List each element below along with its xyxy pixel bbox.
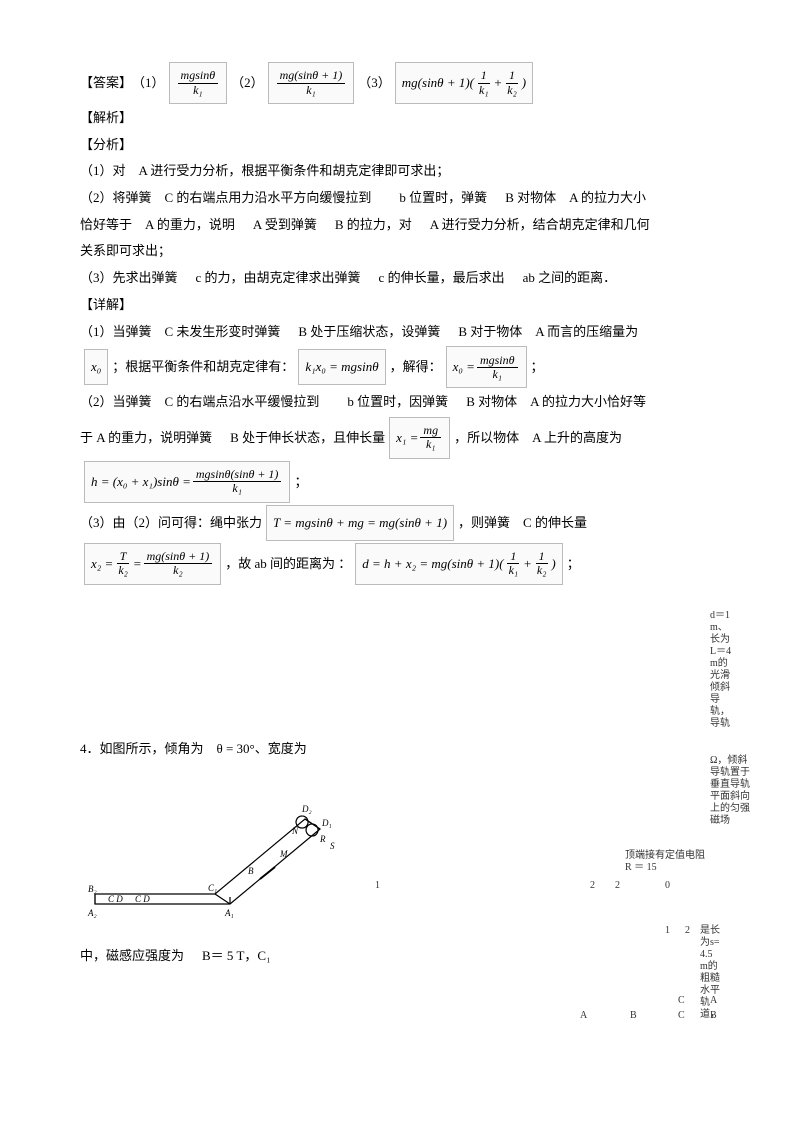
eq-x0: x₀ = mgsinθk₁ — [446, 346, 527, 388]
problem-4-region: 4．如图所示，倾角为 θ = 30°、宽度为 B₂ A₂ C D C D C₁ … — [80, 625, 720, 1045]
detail-1: （1）当弹簧 C 未发生形变时弹簧 B 处于压缩状态，设弹簧 B 对于物体 A … — [80, 320, 720, 345]
frag-C1: C — [678, 995, 685, 1007]
analysis-3: 恰好等于 A 的重力，说明 A 受到弹簧 B 的拉力，对 A 进行受力分析，结合… — [80, 213, 720, 238]
detail-5: h = (x₀ + x₁)sinθ = mgsinθ(sinθ + 1)k₁ ； — [80, 461, 720, 503]
frag-col-3: 顶端接有定值电阻 R ＝ 15 — [625, 850, 705, 874]
frag-B1: B — [630, 1010, 637, 1022]
detail-2: x₀ ；根据平衡条件和胡克定律有： k₁x₀ = mgsinθ ，解得： x₀ … — [80, 346, 720, 388]
p4-line1: 4．如图所示，倾角为 θ = 30°、宽度为 — [80, 737, 600, 762]
formula-3: mg(sinθ + 1)( 1k₁ + 1k₂ ) — [395, 62, 533, 104]
x0-box: x₀ — [84, 349, 108, 385]
svg-text:M: M — [279, 849, 288, 859]
svg-text:B₂: B₂ — [88, 884, 97, 894]
frag-col-1: d＝1 m、长为L＝4 m的光滑倾斜导轨，导轨 — [710, 610, 732, 730]
analysis-1: （1）对 A 进行受力分析，根据平衡条件和胡克定律即可求出； — [80, 159, 720, 184]
eq-d: d = h + x₂ = mg(sinθ + 1)( 1k₁ + 1k₂ ) — [355, 543, 562, 585]
answer-line: 【答案】 （1） mgsinθk₁ （2） mg(sinθ + 1)k₁ （3）… — [80, 62, 720, 104]
detail-7: x₂ = Tk₂ = mg(sinθ + 1)k₂ ，故 ab 间的距离为 ： … — [80, 543, 720, 585]
frag-sub-2c: 2 — [685, 925, 690, 937]
svg-text:C D: C D — [135, 894, 150, 904]
analysis-4: 关系即可求出； — [80, 239, 720, 264]
analysis-5: （3）先求出弹簧 c 的力，由胡克定律求出弹簧 c 的伸长量，最后求出 ab 之… — [80, 266, 720, 291]
p2-prefix: （2） — [231, 71, 264, 96]
incline-diagram: B₂ A₂ C D C D C₁ A₁ B M N D₁ R D₂ S — [80, 794, 340, 934]
frag-sub-1a: 1 — [375, 880, 380, 892]
detail-3: （2）当弹簧 C 的右端点沿水平缓慢拉到 b 位置时，因弹簧 B 对物体 A 的… — [80, 390, 720, 415]
detail-4: 于 A 的重力，说明弹簧 B 处于伸长状态，且伸长量 x₁ = mgk₁ ，所以… — [80, 417, 720, 459]
p1-prefix: （1） — [132, 71, 165, 96]
frag-col-2: Ω，倾斜导轨置于垂直导轨平面斜向上的匀强磁场 — [710, 755, 750, 827]
fenxi-label: 【分析】 — [80, 133, 720, 158]
svg-text:A₁: A₁ — [224, 908, 234, 918]
svg-text:N: N — [291, 826, 299, 836]
detail-6: （3）由（2）问可得：绳中张力 T = mgsinθ + mg = mg(sin… — [80, 505, 720, 541]
svg-text:S: S — [330, 841, 335, 851]
svg-text:C₁: C₁ — [208, 883, 217, 893]
frag-sub-0: 0 — [665, 880, 670, 892]
svg-text:A₂: A₂ — [87, 908, 97, 918]
p3-prefix: （3） — [358, 71, 391, 96]
eq-k1x0: k₁x₀ = mgsinθ — [298, 349, 385, 385]
svg-text:R: R — [319, 834, 326, 844]
svg-text:D₁: D₁ — [321, 818, 332, 828]
formula-1: mgsinθk₁ — [169, 62, 228, 104]
eq-T: T = mgsinθ + mg = mg(sinθ + 1) — [266, 505, 454, 541]
frag-B2: B — [710, 1010, 717, 1022]
frag-sub-2b: 2 — [615, 880, 620, 892]
eq-h: h = (x₀ + x₁)sinθ = mgsinθ(sinθ + 1)k₁ — [84, 461, 290, 503]
xiangjie-label: 【详解】 — [80, 293, 720, 318]
eq-x1: x₁ = mgk₁ — [389, 417, 450, 459]
svg-text:B: B — [248, 866, 254, 876]
eq-x2: x₂ = Tk₂ = mg(sinθ + 1)k₂ — [84, 543, 221, 585]
frag-A1: A — [580, 1010, 587, 1022]
frag-sub-2a: 2 — [590, 880, 595, 892]
formula-2: mg(sinθ + 1)k₁ — [268, 62, 355, 104]
analysis-2: （2）将弹簧 C 的右端点用力沿水平方向缓慢拉到 b 位置时，弹簧 B 对物体 … — [80, 186, 720, 211]
answer-label: 【答案】 — [80, 71, 132, 96]
frag-A2: A — [710, 995, 717, 1007]
frag-sub-1b: 1 — [665, 925, 670, 937]
p4-line2: 中，磁感应强度为B＝ 5 T，C₁ — [80, 944, 600, 969]
jiexi-label: 【解析】 — [80, 106, 720, 131]
svg-text:D₂: D₂ — [301, 804, 312, 814]
svg-text:C D: C D — [108, 894, 123, 904]
frag-C2: C — [678, 1010, 685, 1022]
